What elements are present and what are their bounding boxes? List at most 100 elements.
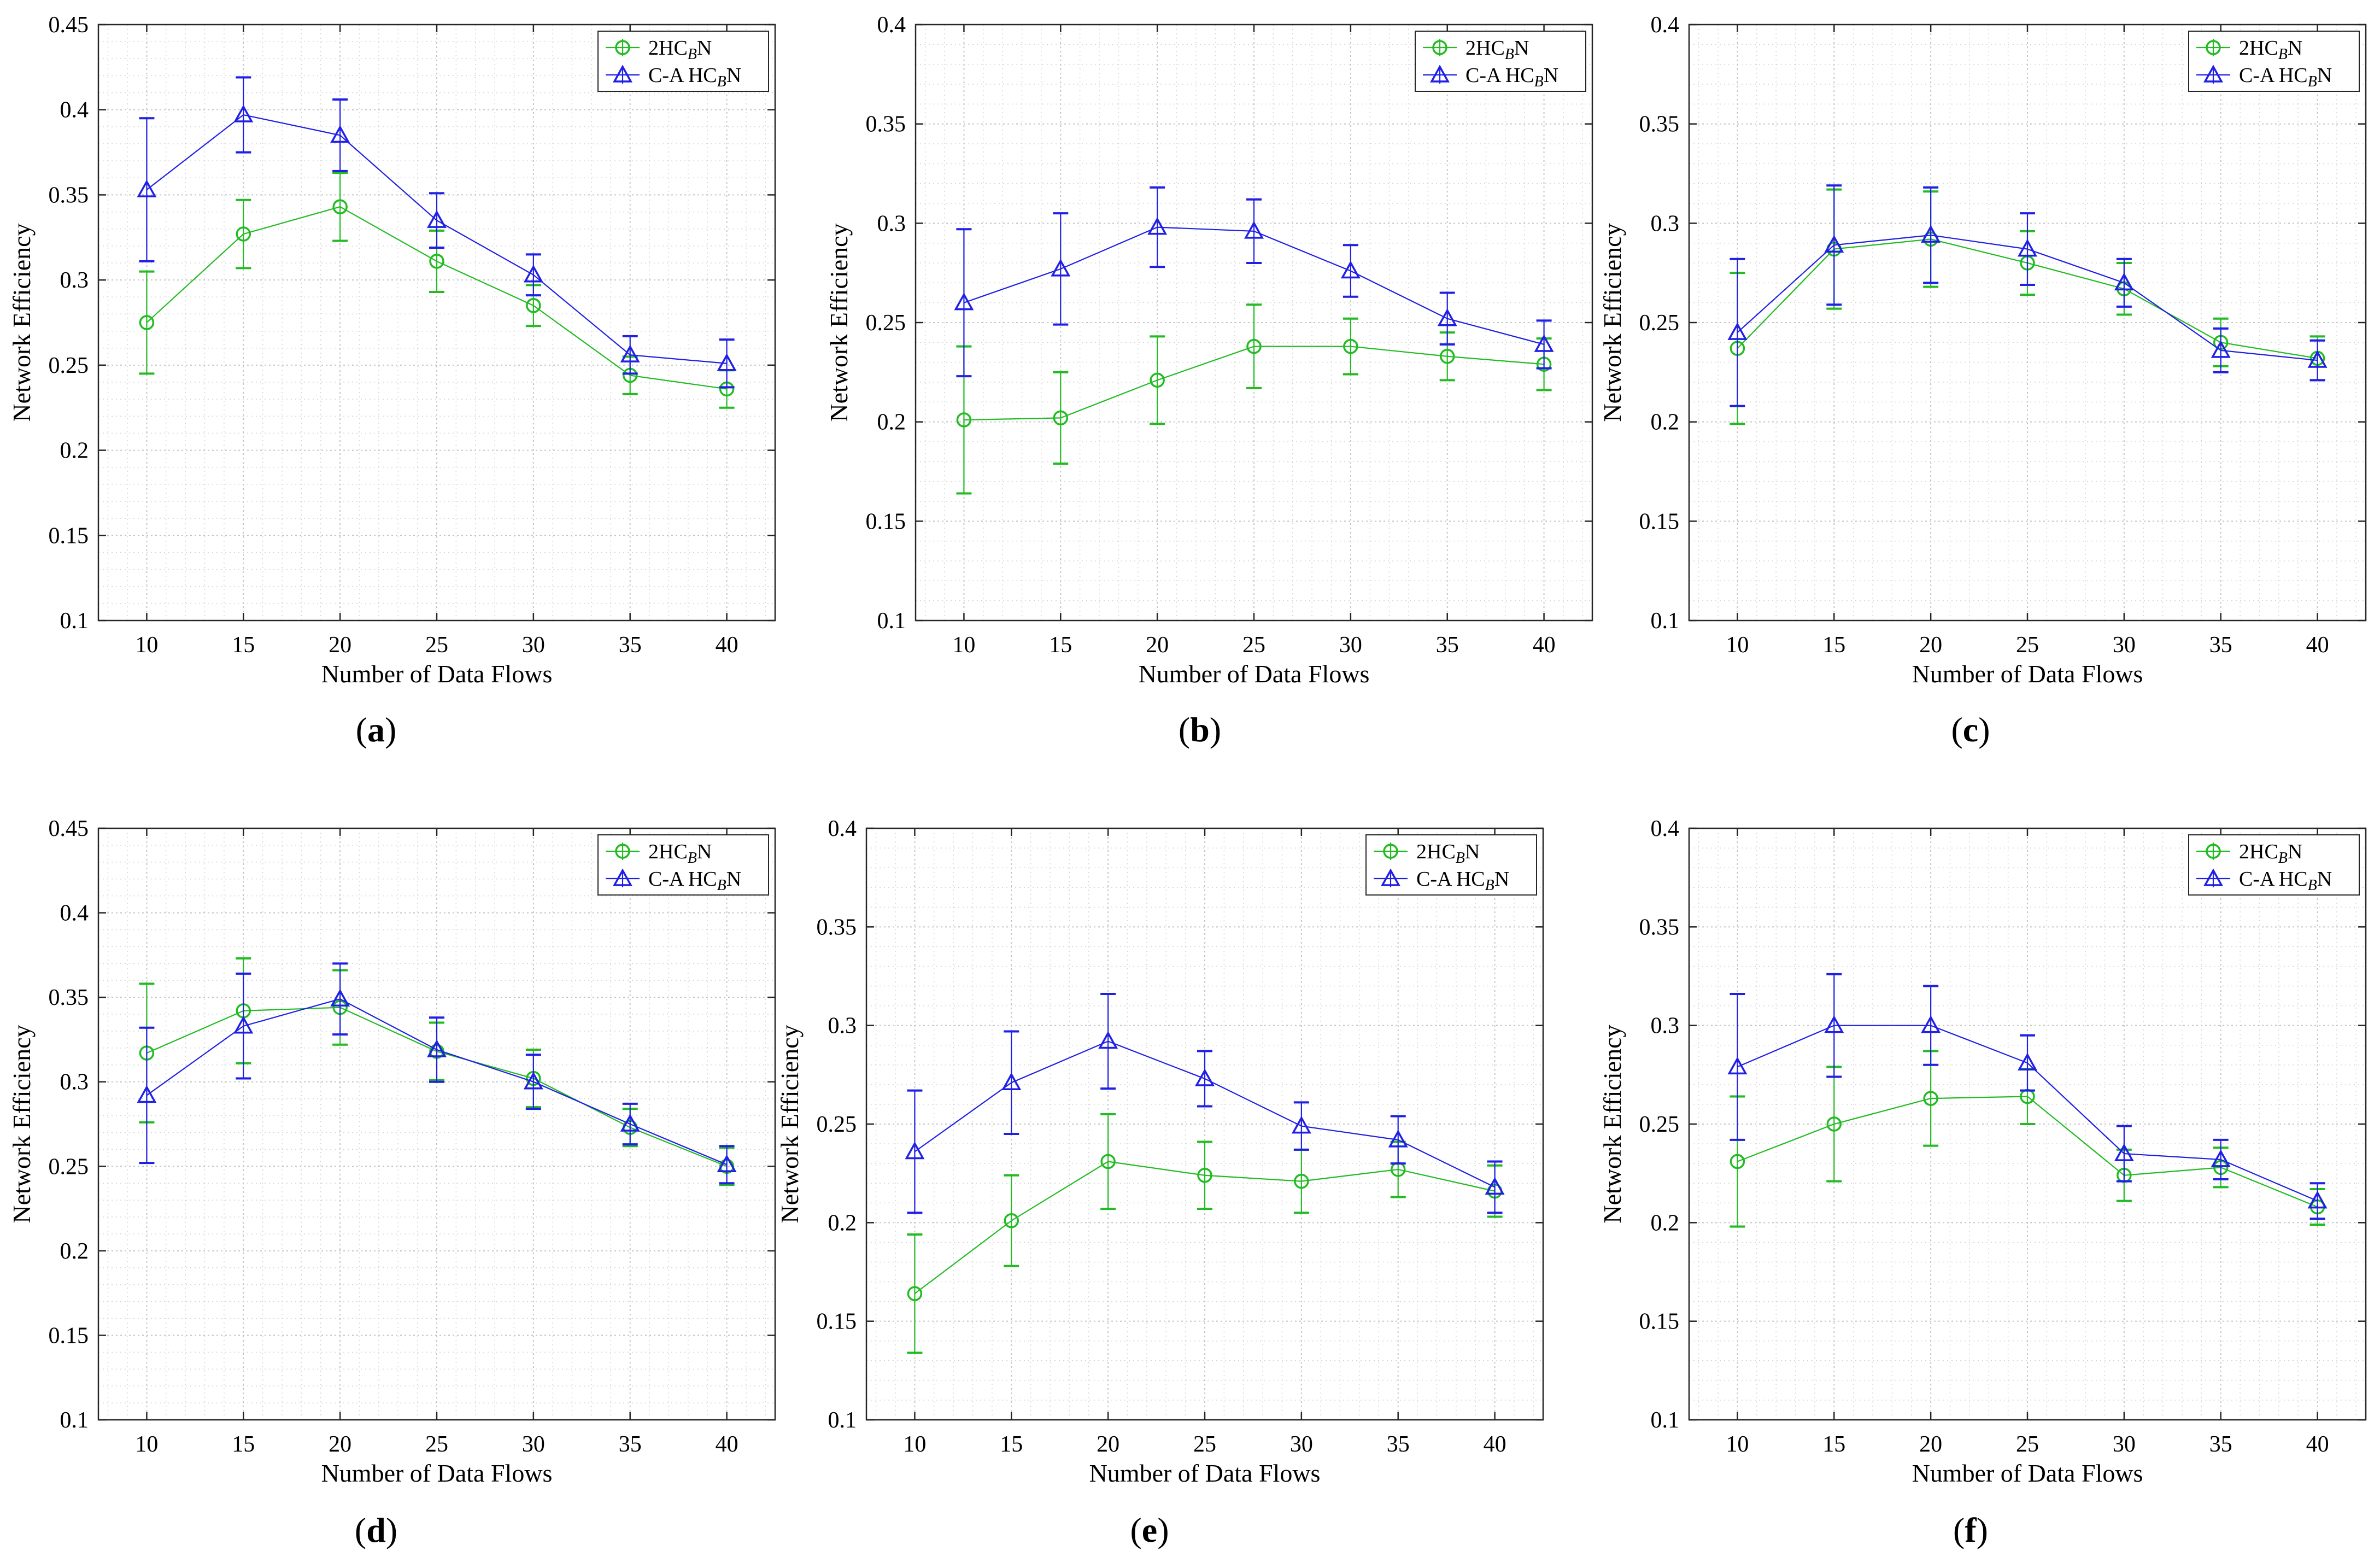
legend-label: 2HCBN (2239, 840, 2302, 867)
data-point (429, 254, 444, 269)
panel-e: 0.1 0.15 0.2 0.25 0.3 0.35 0.4 10 15 20 25 30 35 40 Nu… (776, 816, 1544, 1487)
y-tick-label: 0.25 (49, 1154, 89, 1179)
data-point (1150, 372, 1165, 388)
legend-marker (615, 844, 630, 859)
x-tick-label: 25 (425, 1432, 448, 1457)
data-point (236, 226, 251, 242)
data-point (2114, 272, 2134, 291)
y-tick-label: 0.4 (60, 901, 89, 926)
y-tick-label: 0.1 (1651, 609, 1680, 634)
panel-c: 0.1 0.15 0.2 0.25 0.3 0.35 0.4 10 15 20 25 30 35 40 Nu… (1598, 13, 2367, 688)
x-tick-label: 30 (1339, 633, 1362, 658)
data-point (1100, 1154, 1116, 1169)
x-tick-label: 20 (1146, 633, 1169, 658)
data-point (2307, 1191, 2328, 1209)
x-tick-label: 10 (1726, 633, 1749, 658)
legend-marker (1381, 868, 1400, 886)
panel-caption-e: (e) (1130, 1511, 1169, 1549)
x-tick-label: 10 (135, 633, 158, 658)
x-axis-label: Number of Data Flows (321, 1459, 553, 1487)
data-point (2018, 1052, 2037, 1070)
x-tick-label: 30 (522, 1432, 545, 1457)
x-tick-label: 35 (619, 633, 642, 658)
x-tick-label: 25 (2016, 1432, 2039, 1457)
data-point (1727, 1056, 1748, 1075)
series-ca-hcbn (954, 186, 1554, 378)
x-tick-label: 10 (903, 1432, 926, 1457)
legend-marker (2206, 844, 2221, 859)
data-point (1001, 1072, 1022, 1091)
data-point (1923, 1091, 1938, 1106)
x-tick-label: 40 (2306, 633, 2329, 658)
panel-caption-c: (c) (1951, 710, 1990, 749)
x-tick-label: 30 (2113, 633, 2136, 658)
x-axis-label: Number of Data Flows (1912, 1459, 2143, 1487)
y-tick-label: 0.4 (877, 13, 906, 38)
x-tick-label: 40 (716, 633, 738, 658)
x-axis-label: Number of Data Flows (1089, 1459, 1321, 1487)
data-point (1246, 338, 1262, 354)
legend-marker (2203, 65, 2223, 83)
panel-d: 0.1 0.15 0.2 0.25 0.3 0.35 0.4 0.45 10 15 20 25 30 35… (8, 816, 776, 1487)
x-tick-label: 15 (1822, 633, 1845, 658)
y-tick-label: 0.4 (1651, 816, 1680, 841)
legend-label: C-A HCBN (648, 64, 741, 90)
y-axis-label: Network Efficiency (825, 223, 853, 422)
series-ca-hcbn (905, 992, 1505, 1214)
y-tick-label: 0.35 (49, 985, 89, 1010)
y-tick-label: 0.35 (49, 183, 89, 208)
data-point (956, 412, 972, 428)
x-tick-label: 10 (952, 633, 975, 658)
x-tick-label: 35 (1387, 1432, 1410, 1457)
y-tick-label: 0.25 (866, 311, 906, 336)
series-ca-hcbn (1727, 973, 2328, 1220)
y-tick-label: 0.3 (1651, 211, 1680, 236)
y-tick-label: 0.25 (1639, 1112, 1680, 1137)
data-point (1485, 1177, 1505, 1195)
data-point (526, 298, 541, 313)
data-point (620, 1114, 640, 1132)
data-point (717, 353, 737, 371)
panel-caption-b: (b) (1178, 710, 1222, 749)
data-point (1195, 1068, 1215, 1086)
x-tick-label: 10 (135, 1432, 158, 1457)
data-point (1294, 1173, 1309, 1189)
x-tick-label: 15 (1000, 1432, 1023, 1457)
y-tick-label: 0.1 (877, 609, 906, 634)
data-point (523, 265, 543, 283)
legend-label: 2HCBN (1465, 37, 1529, 63)
data-point (2211, 340, 2231, 358)
x-tick-label: 25 (1193, 1432, 1216, 1457)
y-tick-label: 0.3 (877, 211, 906, 236)
data-point (1439, 349, 1455, 364)
y-tick-label: 0.1 (60, 1408, 89, 1433)
y-tick-label: 0.15 (866, 509, 906, 534)
data-point (427, 210, 447, 228)
y-axis-label: Network Efficiency (1598, 223, 1626, 422)
y-tick-label: 0.25 (49, 353, 89, 378)
x-tick-label: 15 (232, 633, 255, 658)
y-tick-label: 0.3 (60, 1070, 89, 1095)
x-tick-label: 30 (2113, 1432, 2136, 1457)
y-tick-label: 0.15 (817, 1309, 857, 1335)
data-point (1824, 235, 1844, 253)
y-tick-label: 0.2 (877, 410, 906, 435)
series-2hcbn (956, 303, 1552, 495)
data-point (1147, 217, 1168, 235)
legend-label: C-A HCBN (648, 868, 741, 894)
y-tick-label: 0.35 (817, 915, 857, 940)
series-ca-hcbn (1727, 184, 2328, 407)
y-tick-label: 0.35 (1639, 915, 1680, 940)
data-point (137, 179, 157, 197)
y-tick-label: 0.3 (1651, 1014, 1680, 1039)
x-tick-label: 15 (1822, 1432, 1845, 1457)
y-axis-label: Network Efficiency (1598, 1025, 1626, 1223)
data-point (330, 988, 350, 1007)
x-tick-label: 15 (232, 1432, 255, 1457)
legend-marker (613, 65, 632, 83)
x-tick-label: 20 (329, 1432, 351, 1457)
y-tick-label: 0.35 (866, 112, 906, 137)
